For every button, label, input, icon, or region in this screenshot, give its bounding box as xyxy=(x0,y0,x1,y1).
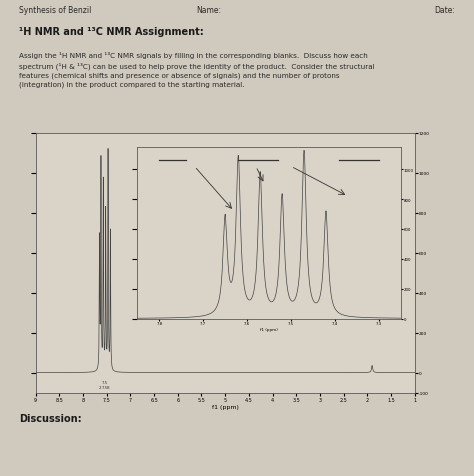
Text: Name:: Name: xyxy=(196,6,221,15)
Text: ¹H NMR and ¹³C NMR Assignment:: ¹H NMR and ¹³C NMR Assignment: xyxy=(19,27,204,37)
X-axis label: f1 (ppm): f1 (ppm) xyxy=(260,327,278,331)
Text: Discussion:: Discussion: xyxy=(19,413,82,423)
Text: 2: 2 xyxy=(99,385,102,389)
Text: Date:: Date: xyxy=(434,6,455,15)
X-axis label: f1 (ppm): f1 (ppm) xyxy=(212,405,238,410)
Text: 7.5
7.5: 7.5 7.5 xyxy=(101,380,107,389)
Text: Assign the ¹H NMR and ¹³C NMR signals by filling in the corresponding blanks.  D: Assign the ¹H NMR and ¹³C NMR signals by… xyxy=(19,52,374,88)
Text: Synthesis of Benzil: Synthesis of Benzil xyxy=(19,6,91,15)
Text: 8: 8 xyxy=(107,385,109,389)
